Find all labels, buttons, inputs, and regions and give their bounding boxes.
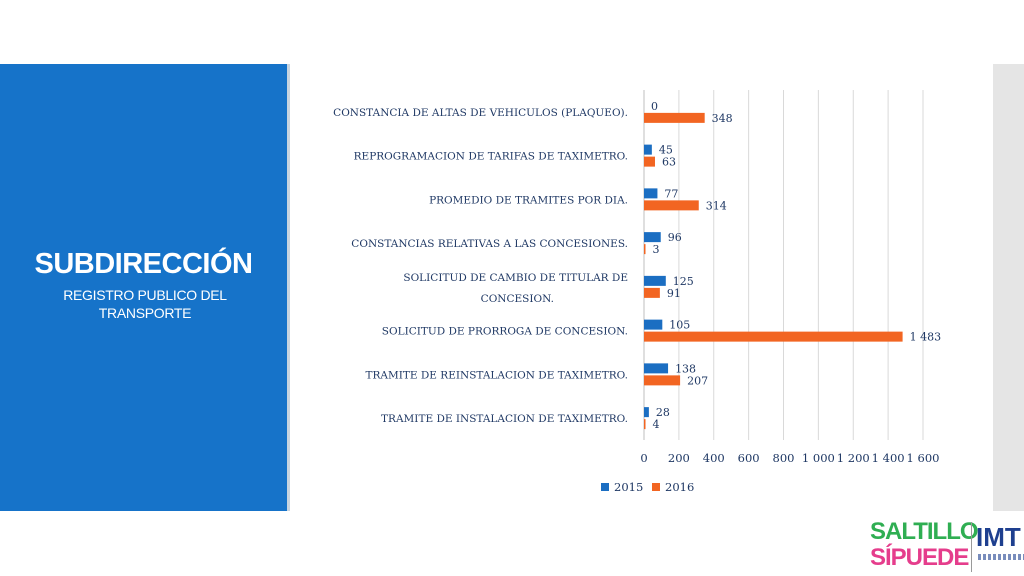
x-tick-label: 1 400 [872, 451, 905, 465]
bar-2016 [644, 112, 705, 123]
data-label: 105 [669, 319, 690, 332]
section-subtitle: REGISTRO PUBLICO DEL TRANSPORTE [63, 287, 227, 321]
logo: SALTILLO SÍPUEDE IMT [868, 518, 1024, 576]
x-tick-label: 0 [640, 451, 647, 465]
category-label: SOLICITUD DE PRORROGA DE CONCESION. [382, 326, 628, 338]
bar-2016 [644, 331, 903, 342]
logo-saltillo-text: SALTILLO [870, 518, 979, 545]
data-label: 348 [712, 112, 733, 125]
bar-2015 [644, 319, 663, 330]
data-label: 45 [659, 144, 673, 157]
bar-2015 [644, 363, 669, 374]
legend-label: 2016 [665, 480, 694, 494]
legend-swatch [652, 483, 660, 491]
category-label: PROMEDIO DE TRAMITES POR DIA. [429, 194, 628, 206]
bar-2016 [644, 419, 646, 430]
bar-2015 [644, 232, 661, 243]
x-tick-label: 400 [703, 451, 725, 465]
category-label: TRAMITE DE INSTALACION DE TAXIMETRO. [381, 413, 628, 425]
category-label: TRAMITE DE REINSTALACION DE TAXIMETRO. [365, 369, 628, 381]
category-label: CONSTANCIA DE ALTAS DE VEHICULOS (PLAQUE… [333, 107, 628, 119]
bar-2015 [644, 407, 649, 418]
category-label: SOLICITUD DE CAMBIO DE TITULAR DE [403, 272, 628, 284]
category-label: CONSTANCIAS RELATIVAS A LAS CONCESIONES. [351, 238, 628, 250]
data-label: 77 [664, 187, 678, 200]
data-label: 96 [668, 231, 682, 244]
right-decorative-strip [993, 64, 1024, 511]
logo-sipuede-text: SÍPUEDE [870, 544, 969, 571]
bar-2016 [644, 156, 655, 167]
data-label: 4 [653, 418, 660, 431]
bar-2015 [644, 275, 666, 286]
data-label: 314 [706, 199, 727, 212]
data-label: 1 483 [910, 331, 942, 344]
logo-divider [971, 522, 972, 572]
panel-accent-line [287, 64, 290, 511]
data-label: 138 [675, 362, 696, 375]
category-label: REPROGRAMACION DE TARIFAS DE TAXIMETRO. [354, 151, 628, 163]
title-panel [0, 64, 287, 511]
data-label: 0 [651, 100, 658, 113]
x-tick-label: 800 [773, 451, 795, 465]
category-label: CONCESION. [481, 293, 554, 305]
x-tick-label: 1 600 [907, 451, 940, 465]
x-tick-label: 200 [668, 451, 690, 465]
bar-2015 [644, 144, 652, 155]
logo-imt-fineprint [978, 554, 1024, 560]
data-label: 91 [667, 287, 681, 300]
data-label: 125 [673, 275, 694, 288]
data-label: 207 [687, 374, 708, 387]
data-label: 3 [653, 243, 660, 256]
logo-imt-text: IMT [976, 522, 1021, 552]
bar-2016 [644, 200, 699, 211]
x-tick-label: 1 200 [837, 451, 870, 465]
bar-2016 [644, 244, 646, 255]
legend-label: 2015 [614, 480, 643, 494]
bar-2015 [644, 188, 658, 199]
bar-2016 [644, 375, 681, 386]
data-label: 28 [656, 406, 670, 419]
legend-swatch [601, 483, 609, 491]
section-title: SUBDIRECCIÓN [34, 248, 253, 280]
x-tick-label: 600 [738, 451, 760, 465]
data-label: 63 [662, 156, 676, 169]
bar-2016 [644, 287, 660, 298]
x-tick-label: 1 000 [802, 451, 835, 465]
